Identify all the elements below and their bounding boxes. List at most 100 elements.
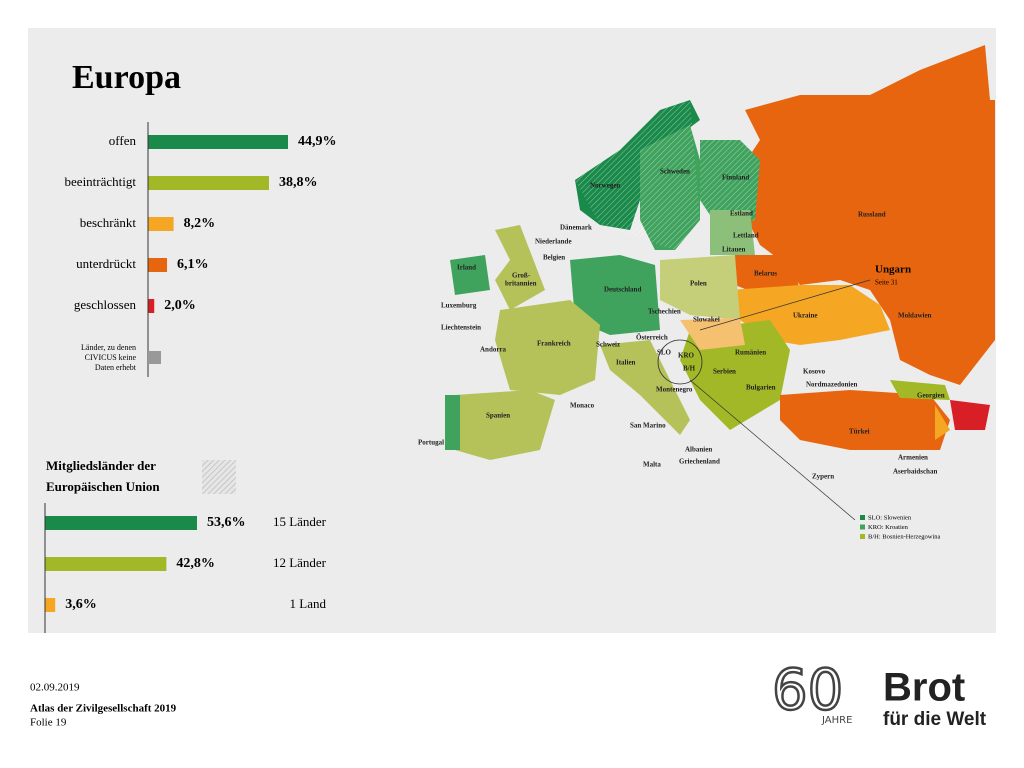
note-swatch: [148, 351, 161, 364]
baltics: [710, 210, 755, 255]
portugal: [445, 395, 460, 450]
bar: [148, 176, 269, 190]
map-label: Monaco: [570, 402, 595, 410]
map-label: Italien: [616, 359, 636, 367]
footer-slide: Folie 19: [30, 717, 67, 729]
logo-number: 60: [772, 658, 843, 723]
legend-label: B/H: Bosnien-Herzegowina: [868, 533, 941, 540]
map-label: Groß-: [512, 272, 531, 280]
map-label: Zypern: [812, 473, 834, 481]
map-label: Dänemark: [560, 224, 592, 232]
map-label: Aserbaidschan: [893, 468, 937, 476]
turkey: [780, 390, 950, 450]
category-label: offen: [109, 133, 137, 148]
map-label: Schweiz: [596, 341, 620, 349]
legend-label: KRO: Kroatien: [868, 524, 909, 531]
value-label: 42,8%: [176, 556, 215, 571]
category-label: beeinträchtigt: [65, 174, 137, 189]
leader-line: [699, 279, 871, 331]
value-label: 44,9%: [298, 134, 337, 149]
logo-brand: Brot: [883, 666, 965, 710]
italy: [600, 340, 690, 435]
value-label: 6,1%: [177, 257, 209, 272]
map-label: Andorra: [480, 346, 507, 354]
eu-swatch: [202, 460, 236, 494]
map-label: B/H: [683, 365, 696, 373]
map-label: Finnland: [722, 174, 749, 182]
map-label: Norwegen: [590, 182, 620, 190]
logo-years: JAHRE: [821, 715, 852, 726]
note: Länder, zu denen CIVICUS keine Daten erheb…: [81, 343, 137, 372]
callout-title: Ungarn: [875, 264, 911, 276]
poland: [660, 255, 740, 320]
map-label: Belarus: [754, 270, 777, 278]
legend-swatch: [860, 534, 865, 539]
map-label: Montenegro: [656, 386, 693, 394]
category-label: beschränkt: [80, 215, 137, 230]
bar: [148, 135, 288, 149]
map-label: Portugal: [418, 439, 444, 447]
logo-tagline: für die Welt: [883, 709, 987, 730]
hungary: [680, 318, 745, 350]
hatch: [575, 100, 700, 250]
value-label: 53,6%: [207, 515, 246, 530]
map-label: SLO: [657, 349, 672, 357]
azerbaijan: [950, 400, 990, 430]
map-label: Griechenland: [679, 458, 720, 466]
map-label: Ukraine: [793, 312, 818, 320]
map-label: britannien: [505, 280, 537, 288]
bar: [45, 557, 167, 571]
value-label: 8,2%: [184, 216, 216, 231]
map-label: Malta: [643, 461, 661, 469]
belarus: [735, 255, 800, 295]
map-label: Serbien: [713, 368, 736, 376]
annotation: 12 Länder: [273, 555, 327, 570]
value-label: 38,8%: [279, 175, 318, 190]
map-label: Tschechien: [648, 308, 681, 316]
map-label: KRO: [678, 352, 695, 360]
map-label: Russland: [858, 211, 886, 219]
leader-line: [689, 379, 856, 521]
georgia: [890, 380, 950, 400]
spain: [455, 390, 555, 460]
map-label: Armenien: [898, 454, 928, 462]
map-label: Liechtenstein: [441, 324, 481, 332]
bar: [45, 516, 197, 530]
germany: [570, 255, 660, 335]
chart-title: Mitgliedsländer der Europäischen Union: [46, 458, 160, 494]
map-label: Slowakei: [693, 316, 720, 324]
map-label: Bulgarien: [746, 384, 776, 392]
bar: [148, 299, 155, 313]
bar: [148, 258, 168, 272]
map-label: Frankreich: [537, 340, 571, 348]
legend-swatch: [860, 524, 865, 530]
map-label: Albanien: [685, 446, 712, 454]
value-label: 3,6%: [65, 597, 97, 612]
category-label: unterdrückt: [76, 256, 136, 271]
value-label: 2,0%: [164, 298, 196, 313]
map-label: Lettland: [733, 232, 759, 240]
ireland: [450, 255, 490, 295]
legend-swatch: [860, 515, 865, 520]
hatch: [700, 140, 760, 230]
map-label: Rumänien: [735, 349, 766, 357]
map: Ungarn Seite 31 Norwegen Schweden Finnland…: [418, 45, 995, 540]
map-label: Spanien: [486, 412, 510, 420]
map-label: Litauen: [722, 246, 745, 254]
title: Europa: [72, 59, 181, 96]
footer-date: 02.09.2019: [30, 682, 80, 694]
map-label: Niederlande: [535, 238, 572, 246]
russia: [740, 45, 995, 385]
legend-label: SLO: Slowenien: [868, 514, 912, 521]
map-label: Türkei: [849, 428, 870, 436]
map-label: Kosovo: [803, 368, 826, 376]
map-label: San Marino: [630, 422, 666, 430]
callout-subtitle: Seite 31: [875, 279, 898, 287]
map-label: Estland: [730, 210, 753, 218]
map-label: Deutschland: [604, 286, 641, 294]
map-label: Polen: [690, 280, 707, 288]
category-label: geschlossen: [74, 297, 137, 312]
bar: [45, 598, 56, 612]
